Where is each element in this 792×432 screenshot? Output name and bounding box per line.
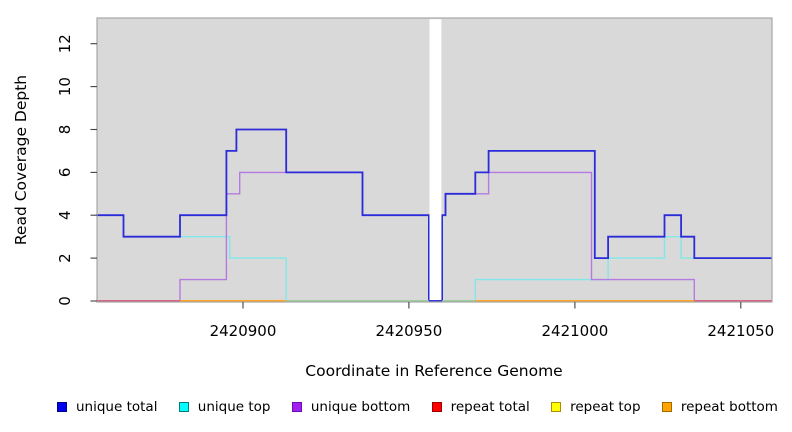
legend-label: unique total [76,399,158,415]
legend-label: repeat top [570,399,641,415]
y-tick-label: 0 [56,296,74,306]
y-tick-label: 12 [56,34,74,53]
x-axis-title: Coordinate in Reference Genome [305,362,562,380]
gap-band [429,19,442,300]
legend-label: repeat total [450,399,530,415]
y-tick-label: 6 [56,168,74,178]
legend-label: repeat bottom [680,399,778,415]
legend-label: unique bottom [310,399,411,415]
series-unique-total [97,128,772,302]
x-tick-label: 2421000 [541,322,608,340]
legend-item-unique-bottom: unique bottom [291,399,411,415]
legend: unique total unique top unique bottom re… [0,394,792,420]
legend-item-repeat-top: repeat top [551,399,641,415]
y-tick-label: 2 [56,253,74,263]
legend-item-repeat-bottom: repeat bottom [661,399,778,415]
y-axis-title: Read Coverage Depth [12,75,30,245]
legend-swatch-repeat-top [551,402,562,412]
legend-swatch-repeat-bottom [661,402,672,412]
coverage-plot: 2420900 2420950 2421000 2421050 0 2 4 6 8 10 12 Re… [12,17,774,380]
x-tick-label: 2421050 [707,322,774,340]
legend-label: unique top [197,399,271,415]
y-tick-label: 4 [56,210,74,220]
legend-item-repeat-total: repeat total [431,399,530,415]
x-tick-label: 2420900 [210,322,277,340]
legend-swatch-repeat-total [431,402,442,412]
y-tick-label: 8 [56,125,74,135]
legend-swatch-unique-bottom [291,402,302,412]
legend-item-unique-total: unique total [57,399,157,415]
legend-item-unique-top: unique top [178,399,271,415]
legend-swatch-unique-total [57,402,67,412]
plot-layers: 2420900 2420950 2421000 2421050 0 2 4 6 8 10 12 [56,17,774,340]
plot-panel-border [96,17,773,303]
y-tick-label: 10 [56,77,74,96]
x-tick-label: 2420950 [375,322,442,340]
legend-swatch-unique-top [178,402,189,412]
